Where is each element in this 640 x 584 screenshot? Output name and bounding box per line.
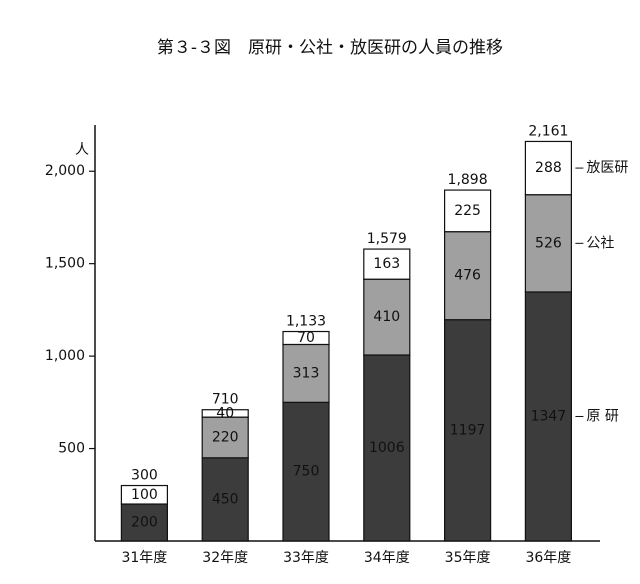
bar-segment: [201, 409, 249, 418]
bar-segment: [201, 457, 249, 542]
y-tick-label: 500: [58, 441, 85, 457]
x-tick-label: 32年度: [202, 550, 248, 566]
bar-segment: [282, 401, 330, 542]
data-label: 1197: [450, 422, 486, 438]
data-label: 220: [212, 429, 239, 445]
data-label: 1006: [369, 440, 405, 456]
y-unit: 人: [75, 142, 89, 158]
bar-segment: [524, 291, 573, 542]
bar-segment: [282, 330, 330, 346]
data-label: 100: [131, 487, 158, 503]
total-label: 1,579: [367, 231, 407, 247]
y-tick-label: 1,000: [45, 348, 85, 364]
data-label: 1347: [531, 408, 567, 424]
legend-label: 放医研: [586, 160, 628, 176]
data-label: 526: [535, 235, 562, 251]
bar-segment: [444, 189, 492, 233]
data-label: 200: [131, 515, 158, 531]
total-label: 2,161: [528, 123, 568, 139]
bar-segment: [444, 319, 492, 542]
bar-segment: [363, 248, 411, 280]
legend-label: 公社: [586, 235, 614, 251]
bar-segment: [363, 278, 411, 356]
y-tick-label: 1,500: [45, 256, 85, 272]
x-tick-label: 31年度: [121, 550, 167, 566]
legend-label: 原 研: [586, 408, 618, 424]
chart-title: 第３-３図 原研・公社・放医研の人員の推移: [157, 38, 503, 58]
data-label: 450: [212, 491, 239, 507]
bar-segment: [282, 343, 330, 403]
bar-segment: [524, 194, 573, 293]
data-label: 313: [293, 365, 320, 381]
x-tick-label: 35年度: [445, 550, 491, 566]
bar-segment: [363, 354, 411, 542]
data-label: 70: [297, 330, 315, 346]
data-label: 476: [454, 268, 481, 284]
total-label: 1,133: [286, 314, 326, 330]
x-tick-label: 34年度: [364, 550, 410, 566]
x-tick-label: 36年度: [525, 550, 571, 566]
data-label: 40: [216, 405, 234, 421]
total-label: 300: [131, 468, 158, 484]
data-label: 225: [454, 203, 481, 219]
bar-segment: [120, 484, 169, 505]
total-label: 710: [212, 392, 239, 408]
data-label: 410: [373, 309, 400, 325]
y-tick-label: 2,000: [45, 163, 85, 179]
bar-segment: [524, 140, 573, 196]
total-label: 1,898: [448, 172, 488, 188]
data-label: 163: [373, 256, 400, 272]
bar-segment: [444, 231, 492, 321]
data-label: 288: [535, 160, 562, 176]
x-tick-label: 33年度: [283, 550, 329, 566]
data-label: 750: [293, 464, 320, 480]
